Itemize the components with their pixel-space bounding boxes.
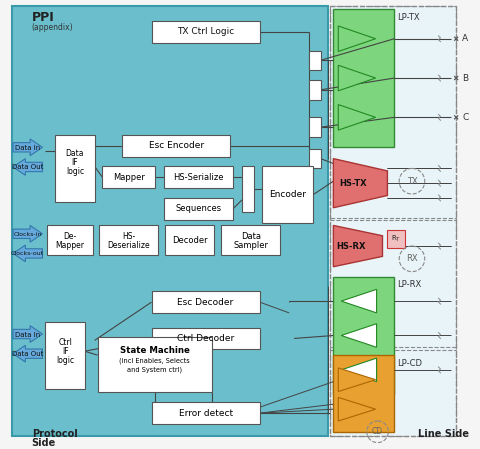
Text: IF: IF xyxy=(62,347,68,356)
Polygon shape xyxy=(333,158,387,208)
Text: HS-RX: HS-RX xyxy=(336,242,366,251)
Text: Error detect: Error detect xyxy=(179,409,233,418)
Text: Decoder: Decoder xyxy=(172,236,208,245)
Polygon shape xyxy=(13,158,43,175)
Polygon shape xyxy=(338,368,376,392)
Text: LP-RX: LP-RX xyxy=(397,280,421,289)
Bar xyxy=(333,9,394,147)
Text: Encoder: Encoder xyxy=(269,190,306,199)
Polygon shape xyxy=(338,26,376,52)
Text: Mapper: Mapper xyxy=(56,241,84,250)
Text: logic: logic xyxy=(56,356,74,365)
Text: Clocks-in: Clocks-in xyxy=(13,232,42,237)
Text: Data: Data xyxy=(66,149,84,158)
Bar xyxy=(97,338,213,392)
Bar xyxy=(333,277,394,395)
Text: Deserialize: Deserialize xyxy=(108,241,150,250)
Text: HS-TX: HS-TX xyxy=(339,179,367,188)
Text: HS-: HS- xyxy=(122,232,135,241)
Polygon shape xyxy=(13,139,43,156)
Bar xyxy=(387,230,405,248)
Bar xyxy=(242,167,254,211)
Bar xyxy=(330,6,456,436)
Bar xyxy=(165,225,215,255)
Polygon shape xyxy=(338,65,376,91)
Text: Ctrl Decoder: Ctrl Decoder xyxy=(177,334,234,343)
Bar xyxy=(152,21,260,43)
Text: TX: TX xyxy=(407,177,417,186)
Text: LP-CD: LP-CD xyxy=(397,358,422,368)
Text: Data: Data xyxy=(241,232,261,241)
Text: HS-Serialize: HS-Serialize xyxy=(173,173,224,182)
Bar xyxy=(164,167,233,188)
Text: C: C xyxy=(462,113,468,122)
Text: (appendix): (appendix) xyxy=(32,23,73,32)
Text: De-: De- xyxy=(63,232,77,241)
Bar xyxy=(48,225,93,255)
Text: Protocol: Protocol xyxy=(32,429,77,439)
Text: Mapper: Mapper xyxy=(113,173,145,182)
Text: Line Side: Line Side xyxy=(418,429,469,439)
Bar xyxy=(152,402,260,424)
Polygon shape xyxy=(13,326,43,343)
Bar xyxy=(221,225,280,255)
Bar xyxy=(164,198,233,220)
Text: Data Out: Data Out xyxy=(12,164,43,171)
Text: Ctrl: Ctrl xyxy=(58,338,72,347)
Polygon shape xyxy=(13,345,43,362)
Bar xyxy=(333,355,394,432)
Text: Data In: Data In xyxy=(15,331,40,338)
Bar xyxy=(46,322,85,388)
Bar xyxy=(262,167,312,224)
Polygon shape xyxy=(333,225,383,267)
Bar xyxy=(309,51,321,70)
Text: CD: CD xyxy=(372,427,383,436)
Bar xyxy=(330,6,456,218)
Polygon shape xyxy=(338,397,376,421)
Text: A: A xyxy=(462,34,468,43)
Bar xyxy=(330,220,456,347)
Text: RX: RX xyxy=(406,254,418,264)
Text: State Machine: State Machine xyxy=(120,346,190,355)
Text: Side: Side xyxy=(32,438,56,448)
Text: and System ctrl): and System ctrl) xyxy=(127,367,182,373)
Text: PPI: PPI xyxy=(32,11,54,24)
Text: logic: logic xyxy=(66,167,84,176)
Bar xyxy=(152,291,260,313)
Text: Data In: Data In xyxy=(15,145,40,151)
Bar xyxy=(99,225,158,255)
Text: IF: IF xyxy=(72,158,78,167)
Text: Esc Encoder: Esc Encoder xyxy=(149,141,204,150)
Text: Esc Decoder: Esc Decoder xyxy=(178,298,234,307)
Polygon shape xyxy=(341,324,377,347)
Text: (incl Enables, Selects: (incl Enables, Selects xyxy=(119,358,190,364)
Bar xyxy=(122,135,230,157)
Bar xyxy=(12,6,328,436)
Text: Clocks-out: Clocks-out xyxy=(11,251,44,256)
Text: B: B xyxy=(462,74,468,83)
Bar xyxy=(309,80,321,100)
Bar xyxy=(330,350,456,436)
Polygon shape xyxy=(13,245,43,262)
Text: LP-TX: LP-TX xyxy=(397,13,420,22)
Bar xyxy=(55,135,95,202)
Bar xyxy=(309,149,321,168)
Polygon shape xyxy=(341,358,377,382)
Polygon shape xyxy=(341,289,377,313)
Text: Data Out: Data Out xyxy=(12,351,43,357)
Text: Sampler: Sampler xyxy=(233,241,268,250)
Polygon shape xyxy=(338,105,376,130)
Text: Sequences: Sequences xyxy=(176,204,222,213)
Polygon shape xyxy=(13,225,43,242)
Bar xyxy=(309,117,321,137)
Bar xyxy=(152,328,260,349)
Bar xyxy=(102,167,156,188)
Text: TX Ctrl Logic: TX Ctrl Logic xyxy=(177,27,234,36)
Text: R$_T$: R$_T$ xyxy=(391,234,401,244)
